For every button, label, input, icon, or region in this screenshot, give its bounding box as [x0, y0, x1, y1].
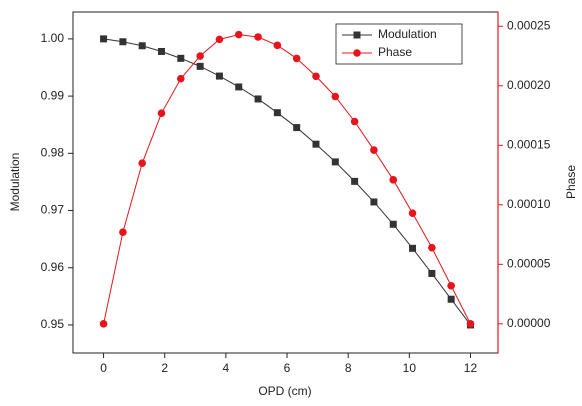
data-point	[428, 243, 436, 252]
legend-label: Modulation	[378, 27, 437, 41]
y2-tick-label: 0.00010	[507, 197, 551, 211]
data-point	[138, 42, 146, 50]
data-point	[158, 47, 166, 55]
y-axis-label: Modulation	[8, 153, 22, 212]
y-tick-label: 0.99	[41, 88, 65, 102]
data-point	[331, 158, 339, 166]
data-point	[177, 74, 185, 83]
data-point	[215, 35, 224, 44]
data-point	[196, 52, 204, 60]
data-point	[409, 244, 417, 252]
data-point	[312, 72, 320, 81]
y2-tick-label: 0.00020	[507, 78, 551, 92]
data-point	[293, 124, 301, 132]
x-tick-label: 2	[161, 361, 168, 375]
y-tick-label: 1.00	[41, 31, 65, 45]
x-tick-label: 4	[223, 361, 230, 375]
data-point	[389, 220, 397, 228]
data-point	[428, 269, 436, 277]
legend-marker	[353, 49, 361, 57]
y-tick-label: 0.96	[41, 260, 65, 274]
data-point	[370, 146, 378, 154]
data-point	[138, 159, 146, 167]
data-point	[466, 320, 475, 328]
y2-tick-label: 0.00015	[507, 137, 551, 151]
y-tick-label: 0.95	[41, 317, 65, 331]
data-point	[350, 117, 359, 126]
data-point	[273, 109, 281, 117]
data-point	[215, 72, 223, 80]
x-tick-label: 0	[100, 361, 107, 375]
legend-label: Phase	[378, 45, 412, 59]
data-point	[447, 281, 455, 290]
data-point	[389, 176, 398, 184]
data-point	[119, 228, 127, 236]
y2-tick-label: 0.00005	[507, 256, 551, 270]
data-point	[292, 54, 301, 63]
data-point	[273, 41, 282, 50]
x-tick-label: 6	[284, 361, 291, 375]
data-point	[177, 54, 185, 62]
x-tick-label: 8	[345, 361, 352, 375]
y2-axis-label: Phase	[564, 165, 578, 199]
data-point	[234, 30, 243, 39]
data-point	[312, 140, 320, 148]
data-point	[408, 209, 417, 217]
legend-marker	[353, 31, 361, 39]
data-point	[254, 33, 262, 41]
y2-tick-label: 0.00000	[507, 316, 551, 330]
y2-tick-label: 0.00025	[507, 18, 551, 32]
data-point	[235, 83, 243, 91]
data-point	[447, 295, 455, 303]
y-tick-label: 0.97	[41, 203, 65, 217]
series-line	[103, 38, 471, 326]
series-line	[103, 34, 471, 325]
data-point	[99, 320, 108, 328]
legend-box	[335, 23, 463, 65]
x-tick-label: 12	[464, 361, 478, 375]
data-point	[370, 198, 378, 206]
data-point	[100, 35, 108, 43]
data-point	[254, 95, 262, 103]
data-point	[351, 177, 359, 185]
data-point	[157, 109, 166, 117]
x-tick-label: 10	[403, 361, 417, 375]
data-point	[119, 38, 127, 46]
data-point	[331, 92, 340, 101]
y-tick-label: 0.98	[41, 145, 65, 159]
x-axis-label: OPD (cm)	[258, 384, 311, 398]
data-point	[196, 62, 204, 70]
